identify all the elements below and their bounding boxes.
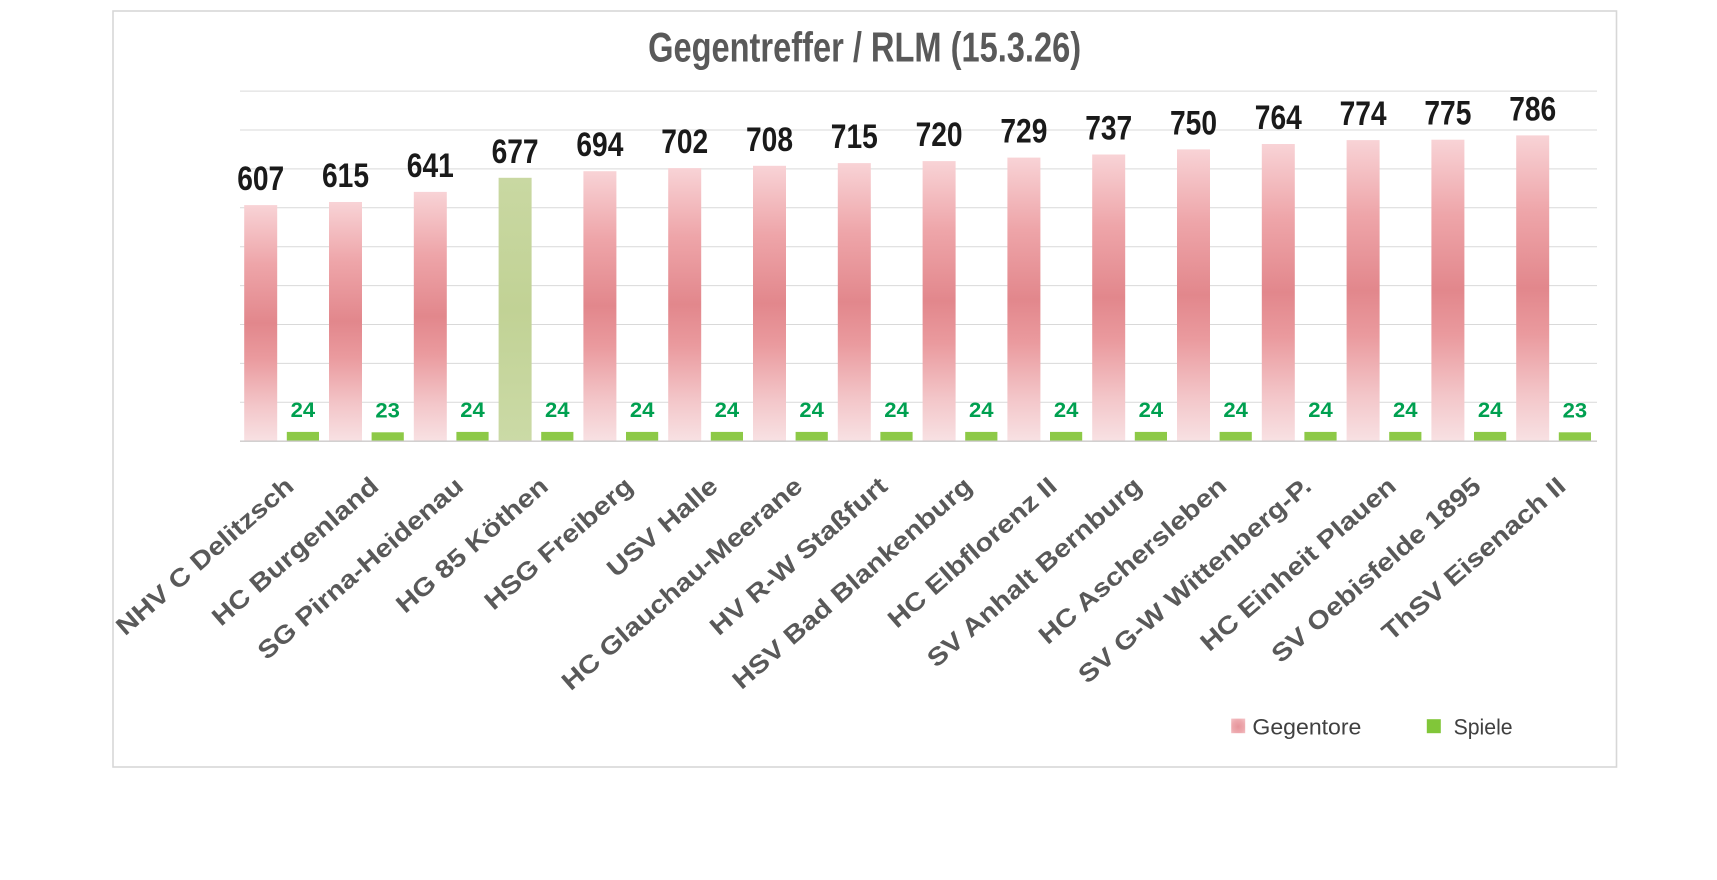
svg-text:23: 23: [1563, 399, 1588, 422]
svg-text:702: 702: [661, 123, 708, 161]
svg-text:737: 737: [1085, 110, 1132, 148]
svg-text:24: 24: [291, 399, 316, 422]
svg-text:24: 24: [460, 399, 485, 422]
svg-text:Gegentore: Gegentore: [1252, 715, 1361, 740]
svg-text:24: 24: [545, 399, 570, 422]
svg-text:774: 774: [1340, 95, 1387, 133]
svg-text:24: 24: [630, 399, 655, 422]
svg-text:720: 720: [916, 116, 963, 154]
svg-text:786: 786: [1509, 90, 1556, 128]
svg-text:764: 764: [1255, 99, 1302, 137]
svg-text:775: 775: [1424, 95, 1471, 133]
svg-text:694: 694: [576, 126, 623, 164]
svg-text:715: 715: [831, 118, 878, 156]
svg-text:24: 24: [799, 399, 824, 422]
svg-text:24: 24: [1054, 399, 1079, 422]
svg-text:Spiele: Spiele: [1454, 715, 1513, 740]
svg-text:677: 677: [492, 133, 539, 171]
svg-text:24: 24: [1393, 399, 1418, 422]
svg-text:708: 708: [746, 121, 793, 159]
svg-text:729: 729: [1000, 113, 1047, 151]
svg-text:23: 23: [375, 399, 400, 422]
svg-text:641: 641: [407, 147, 454, 185]
svg-text:607: 607: [237, 160, 284, 198]
svg-text:24: 24: [715, 399, 740, 422]
svg-text:24: 24: [969, 399, 994, 422]
svg-text:750: 750: [1170, 104, 1217, 142]
svg-text:24: 24: [1139, 399, 1164, 422]
svg-text:Gegentreffer / RLM (15.3.26): Gegentreffer / RLM (15.3.26): [648, 24, 1081, 71]
svg-text:24: 24: [884, 399, 909, 422]
svg-text:24: 24: [1308, 399, 1333, 422]
svg-text:24: 24: [1478, 399, 1503, 422]
svg-text:615: 615: [322, 157, 369, 195]
svg-text:24: 24: [1223, 399, 1248, 422]
